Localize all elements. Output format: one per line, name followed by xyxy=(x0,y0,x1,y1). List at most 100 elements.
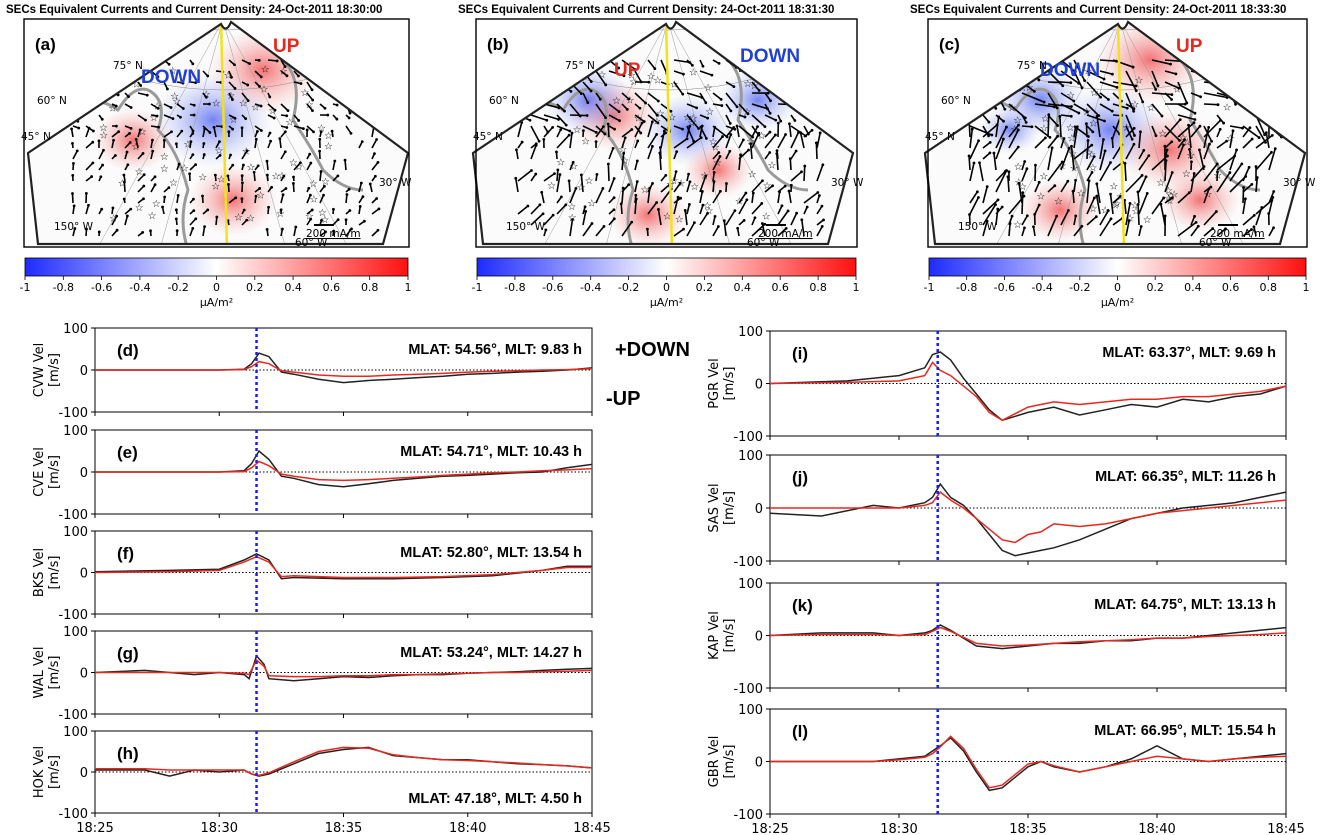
current-vector xyxy=(660,183,671,193)
y-tick-label: 100 xyxy=(738,449,763,464)
vector-head xyxy=(1136,190,1140,194)
station-marker: ☆ xyxy=(279,66,288,77)
vector-head xyxy=(1042,100,1046,104)
current-vector xyxy=(1086,216,1097,226)
current-vector xyxy=(788,190,792,204)
longitude-line xyxy=(222,22,356,244)
vector-head xyxy=(1107,98,1110,101)
current-vector xyxy=(293,125,304,130)
vector-head xyxy=(283,65,287,69)
current-vector xyxy=(673,125,683,130)
vector-head xyxy=(571,160,575,164)
vector-head xyxy=(1187,191,1191,195)
map-frame xyxy=(475,18,858,248)
vector-head xyxy=(115,228,119,232)
vector-head xyxy=(733,209,737,213)
vector-head xyxy=(736,226,740,230)
vector-head xyxy=(1240,85,1244,88)
current-downward-region xyxy=(153,72,273,168)
current-vector xyxy=(1242,138,1253,149)
current-vector xyxy=(803,59,819,65)
station-marker: ☆ xyxy=(748,169,757,180)
current-vector xyxy=(280,103,289,112)
vector-head xyxy=(368,182,372,186)
current-vector xyxy=(1008,124,1020,138)
vector-head xyxy=(231,127,234,131)
station-marker: ☆ xyxy=(109,213,118,224)
vector-head xyxy=(656,99,660,103)
vector-head xyxy=(634,68,637,72)
x-tick-label: 18:25 xyxy=(76,821,113,835)
vector-head xyxy=(756,125,759,129)
vector-head xyxy=(1265,61,1269,65)
vector-head xyxy=(226,174,230,178)
current-vector xyxy=(647,133,658,149)
station-marker: ☆ xyxy=(1083,66,1092,77)
current-vector xyxy=(72,103,79,107)
x-tick-label: 18:45 xyxy=(573,821,610,835)
vector-head xyxy=(157,125,160,129)
colorbar: -1 -0.8 -0.6 -0.4 -0.2 0 0.2 0.4 0.6 0.8 1μA/m² xyxy=(20,257,412,309)
vector-head xyxy=(254,137,258,141)
current-vector xyxy=(1242,92,1256,107)
vector-head xyxy=(579,92,583,95)
vector-head xyxy=(252,170,256,174)
current-vector xyxy=(660,130,666,149)
current-vector xyxy=(1242,81,1263,86)
current-vector xyxy=(202,226,206,237)
station-marker: ☆ xyxy=(567,202,576,213)
vector-head xyxy=(87,203,90,207)
current-vector xyxy=(738,199,748,215)
panel-label: (i) xyxy=(792,344,808,363)
vector-head xyxy=(254,194,258,198)
vector-head xyxy=(1247,165,1251,169)
current-vector xyxy=(803,166,806,182)
vector-head xyxy=(285,74,289,78)
vector-head xyxy=(1253,104,1257,108)
vector-head xyxy=(298,161,302,165)
vector-head xyxy=(91,161,95,165)
current-vector xyxy=(1059,116,1062,138)
vector-head xyxy=(265,173,269,177)
vector-head xyxy=(735,105,739,109)
longitude-label: 30° W xyxy=(379,177,412,189)
current-vector xyxy=(1099,162,1112,182)
station-marker: ☆ xyxy=(1013,116,1022,127)
station-marker: ☆ xyxy=(1179,133,1188,144)
vector-head xyxy=(579,173,583,177)
current-vector xyxy=(1021,227,1026,237)
vector-head xyxy=(202,153,206,156)
y-axis-label-line: CVE Vel xyxy=(32,447,47,497)
station-marker: ☆ xyxy=(148,211,157,222)
vector-head xyxy=(644,101,647,105)
current-vector xyxy=(673,182,681,193)
current-vector xyxy=(634,70,642,83)
station-marker: ☆ xyxy=(153,102,162,113)
vector-head xyxy=(1074,214,1078,218)
current-vector xyxy=(1203,143,1211,160)
station-marker: ☆ xyxy=(226,91,235,102)
vector-head xyxy=(144,118,147,122)
up-label: UP xyxy=(1176,36,1203,57)
current-vector xyxy=(993,152,997,171)
current-vector xyxy=(686,92,703,99)
station-marker: ☆ xyxy=(1166,191,1175,202)
vector-head xyxy=(208,102,211,106)
current-vector xyxy=(530,213,544,226)
vector-head xyxy=(1037,78,1041,82)
vector-head xyxy=(688,124,692,128)
y-axis-label-line: [m/s] xyxy=(47,755,62,789)
station-marker: ☆ xyxy=(217,175,226,186)
y-axis-label: WAL Vel[m/s] xyxy=(32,647,62,699)
colorbar-label: μA/m² xyxy=(650,296,683,309)
vector-head xyxy=(544,228,548,232)
current-vector xyxy=(982,114,990,123)
vector-head xyxy=(559,128,563,131)
current-vector xyxy=(135,139,139,149)
current-vector xyxy=(1008,223,1011,237)
station-info: MLAT: 53.24°, MLT: 14.27 h xyxy=(400,645,582,661)
vector-head xyxy=(651,182,654,185)
colorbar-label: μA/m² xyxy=(200,296,233,309)
vector-head xyxy=(1192,121,1196,125)
current-vector xyxy=(1109,194,1114,215)
